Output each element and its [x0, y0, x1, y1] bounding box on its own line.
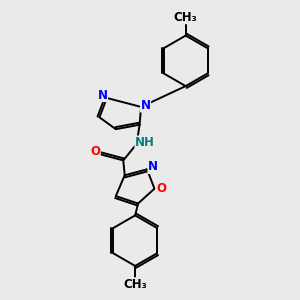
- Text: O: O: [90, 145, 100, 158]
- Text: NH: NH: [135, 136, 155, 149]
- Text: N: N: [98, 88, 107, 101]
- Text: CH₃: CH₃: [123, 278, 147, 291]
- Text: O: O: [156, 182, 166, 195]
- Text: N: N: [140, 99, 151, 112]
- Text: CH₃: CH₃: [174, 11, 197, 24]
- Text: N: N: [148, 160, 158, 173]
